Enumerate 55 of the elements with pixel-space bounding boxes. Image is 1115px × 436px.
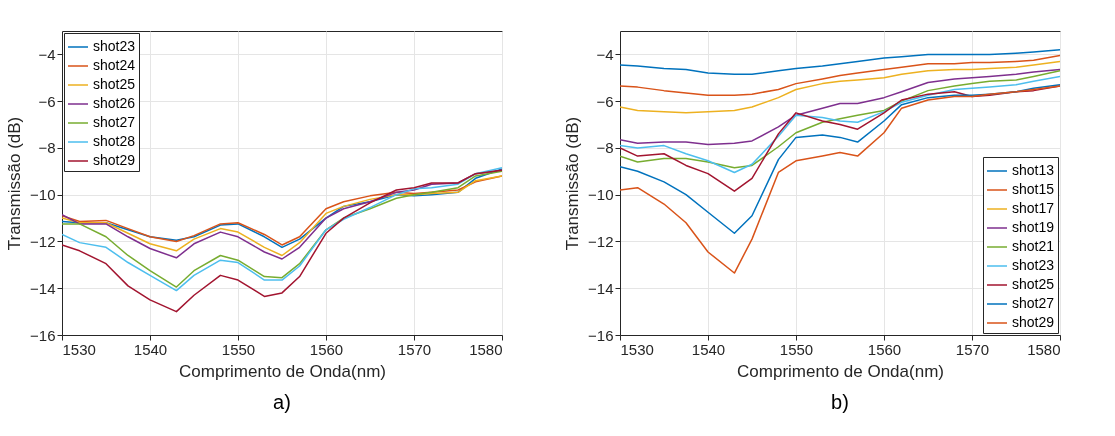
legend-label: shot19 <box>1012 219 1055 235</box>
y-tick-label: −8 <box>38 139 56 157</box>
y-tick-label: −10 <box>30 186 56 204</box>
legend-label: shot13 <box>1012 162 1055 178</box>
x-tick-label: 1540 <box>691 340 726 358</box>
y-tick-label: −14 <box>588 279 614 297</box>
legend-label: shot21 <box>1012 238 1055 254</box>
line-series <box>620 84 1060 235</box>
x-tick-label: 1580 <box>469 340 503 358</box>
y-tick-label: −4 <box>596 45 614 63</box>
y-tick-label: −16 <box>30 326 56 344</box>
legend-label: shot27 <box>1012 295 1055 311</box>
x-tick-label: 1570 <box>955 340 990 358</box>
x-tick-label: 1560 <box>867 340 902 358</box>
y-tick-label: −6 <box>38 92 56 110</box>
line-series <box>620 60 1060 114</box>
legend-label: shot23 <box>93 38 136 54</box>
line-series <box>620 68 1060 146</box>
x-tick-label: 1550 <box>779 340 814 358</box>
y-axis-title: Transmissão (dB) <box>563 116 583 251</box>
x-axis-title: Comprimento de Onda(nm) <box>737 361 944 381</box>
line-series <box>620 48 1060 76</box>
y-tick-label: −10 <box>588 186 614 204</box>
text: b) <box>831 391 849 413</box>
line-series <box>620 85 1060 274</box>
y-tick-label: −14 <box>30 279 56 297</box>
x-axis-title: Comprimento de Onda(nm) <box>179 361 386 381</box>
legend-label: shot27 <box>93 114 136 130</box>
legend-label: shot29 <box>1012 314 1055 330</box>
legend-label: shot23 <box>1012 257 1055 273</box>
legend-label: shot25 <box>1012 276 1055 292</box>
y-tick-label: −12 <box>588 232 614 250</box>
line-series <box>620 54 1060 97</box>
legend-label: shot26 <box>93 95 136 111</box>
legend-label: shot15 <box>1012 181 1055 197</box>
y-tick-label: −12 <box>30 232 56 250</box>
y-axis-title: Transmissão (dB) <box>5 116 25 251</box>
x-tick-label: 1530 <box>62 340 96 358</box>
legend-label: shot17 <box>1012 200 1055 216</box>
x-tick-label: 1530 <box>620 340 654 358</box>
y-tick-label: −6 <box>596 92 614 110</box>
legend-label: shot28 <box>93 133 136 149</box>
legend-label: shot24 <box>93 57 136 73</box>
y-tick-label: −16 <box>588 326 614 344</box>
legend-label: shot25 <box>93 76 136 92</box>
line-series <box>62 169 502 313</box>
x-tick-label: 1560 <box>309 340 344 358</box>
x-tick-label: 1550 <box>221 340 256 358</box>
text: a) <box>273 391 291 413</box>
x-tick-label: 1570 <box>397 340 432 358</box>
y-tick-label: −4 <box>38 45 56 63</box>
legend-label: shot29 <box>93 152 136 168</box>
x-tick-label: 1540 <box>133 340 168 358</box>
x-tick-label: 1580 <box>1027 340 1061 358</box>
y-tick-label: −8 <box>596 139 614 157</box>
